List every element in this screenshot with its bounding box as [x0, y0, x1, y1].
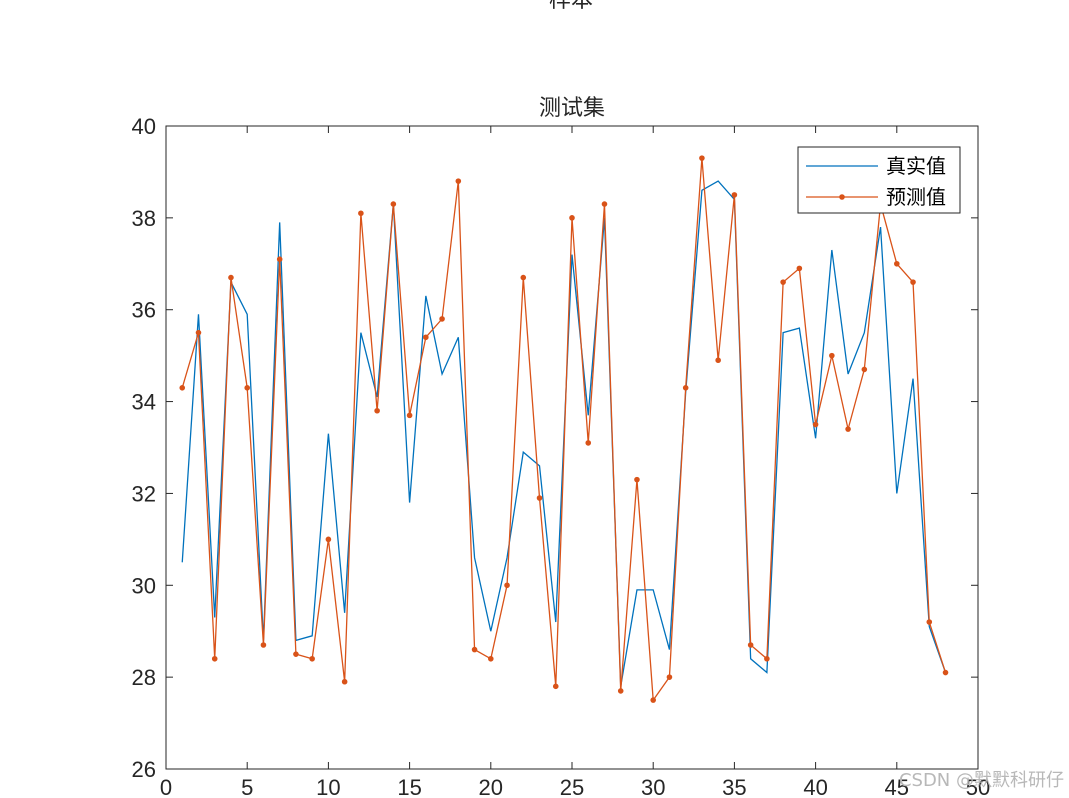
series-2-point [309, 655, 315, 662]
series-2-point [504, 582, 510, 589]
x-tick-label: 50 [966, 775, 990, 798]
legend-label-pred: 预测值 [886, 185, 946, 209]
x-tick-label: 10 [316, 775, 340, 798]
series-2-point [910, 279, 916, 285]
series-2-point [780, 279, 786, 285]
x-tick-label: 30 [641, 775, 665, 798]
series-2-point [520, 274, 527, 281]
watermark: CSDN @默默科研仔 [899, 770, 1064, 791]
series-2-point [715, 357, 721, 364]
series-2-point [812, 421, 819, 428]
legend-box [797, 146, 961, 214]
series-2-point [666, 674, 673, 680]
series-2-point [634, 476, 640, 483]
series-2-point [325, 536, 332, 543]
y-tick-label: 30 [132, 573, 156, 598]
series-2-point [471, 646, 478, 653]
x-tick-label: 25 [560, 775, 584, 798]
series-2-point [894, 260, 900, 267]
series-2-point [796, 265, 803, 272]
x-axis: 0 5 10 15 20 25 30 35 40 45 50 [160, 126, 990, 798]
x-tick-label: 40 [803, 775, 827, 798]
y-tick-label: 28 [132, 665, 156, 690]
series-2-point [926, 619, 933, 625]
y-axis: 26 28 30 32 34 36 38 40 [132, 114, 978, 782]
y-tick-label: 38 [132, 206, 156, 231]
series-2-point [747, 642, 754, 648]
x-tick-label: 15 [397, 775, 421, 798]
axes: 测试集 26 28 30 32 34 36 38 40 0 5 10 15 20 25 30 35 40 45 5… [132, 96, 991, 798]
series-2-point [569, 215, 575, 221]
series-2-point [585, 440, 592, 446]
series-2-point [829, 352, 835, 359]
x-tick-label: 5 [241, 775, 253, 798]
x-tick-label: 20 [479, 775, 503, 798]
y-tick-label: 32 [132, 481, 156, 506]
x-tick-label: 0 [160, 775, 172, 798]
chart-title: 测试集 [539, 96, 605, 121]
legend-marker-pred [839, 194, 845, 200]
series-2-point [845, 426, 851, 432]
series-2-point [341, 678, 348, 685]
y-tick-label: 26 [132, 757, 156, 782]
series-2-point [276, 256, 283, 262]
series-2-point [293, 651, 299, 657]
series-2-point [731, 192, 738, 198]
series-2-point [390, 201, 397, 207]
series-2-point [406, 412, 413, 419]
y-tick-label: 36 [132, 298, 156, 323]
series-2-point [260, 642, 267, 648]
series-2-point [552, 683, 559, 690]
legend[interactable]: 真实值 预测值 [797, 146, 961, 214]
series-line-2 [181, 158, 947, 702]
series-2-point [650, 697, 657, 703]
series-2-point [861, 366, 868, 373]
figure-suptitle: 样本 [549, 0, 593, 13]
series-2-point [211, 655, 218, 662]
series-2-point [423, 334, 429, 341]
series-2-point [536, 495, 543, 501]
series-2-point [764, 655, 770, 662]
y-tick-label: 40 [132, 114, 156, 139]
series-2-point [228, 274, 234, 281]
series-2-point [601, 201, 608, 207]
legend-label-true: 真实值 [886, 154, 946, 178]
series-2-point [244, 384, 250, 391]
series-2-point [455, 178, 462, 184]
axes-box [165, 125, 979, 770]
series-2-point [358, 210, 364, 217]
series-layer [179, 155, 949, 703]
series-2-point [488, 655, 494, 662]
series-2-point [179, 384, 186, 391]
series-2-point [195, 329, 202, 336]
y-tick-label: 34 [132, 390, 156, 415]
x-tick-label: 35 [722, 775, 746, 798]
x-tick-label: 45 [885, 775, 909, 798]
series-2-point [374, 407, 380, 414]
series-2-point [699, 155, 705, 161]
series-2-point [942, 669, 949, 676]
series-2-point [439, 316, 445, 322]
series-2-point [617, 688, 624, 694]
series-2-point [682, 384, 689, 391]
